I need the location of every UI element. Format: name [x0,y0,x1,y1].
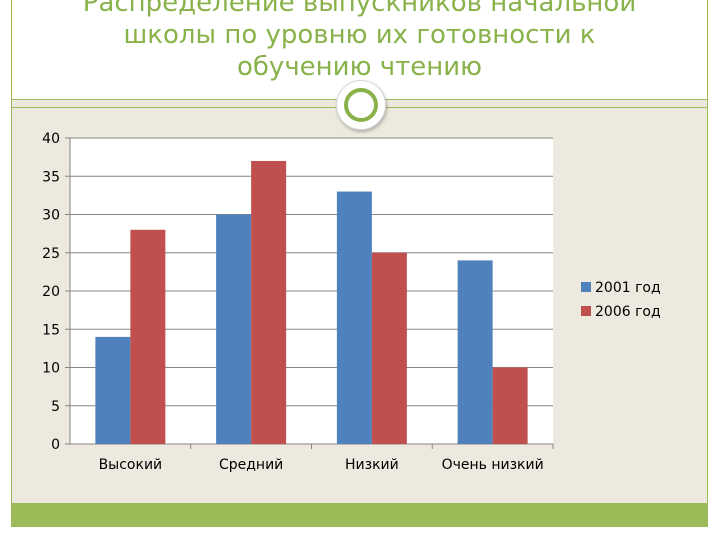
x-category-label: Средний [219,457,283,473]
circle-ornament-icon [336,80,386,130]
slide-title: Распределение выпускников начальной школ… [82,0,637,82]
title-area: Распределение выпускников начальной школ… [11,0,708,100]
bar-2001-год-0 [95,336,131,444]
bar-2006-год-2 [371,252,407,444]
y-tick-label: 0 [51,437,60,453]
bar-2001-год-1 [216,214,252,444]
x-category-label: Низкий [345,457,399,473]
y-tick-label: 20 [42,284,60,300]
legend-swatch [581,306,591,316]
bar-2006-год-3 [492,367,528,444]
legend-label: 2001 год [595,280,661,296]
y-tick-label: 25 [42,246,60,262]
y-tick-label: 10 [42,361,60,377]
bar-2006-год-1 [251,160,287,444]
x-category-label: Очень низкий [442,457,544,473]
y-tick-label: 5 [51,399,60,415]
legend-swatch [581,282,591,292]
bottom-accent-bar [11,503,708,527]
bar-2006-год-0 [130,229,166,444]
x-category-label: Высокий [99,457,163,473]
y-tick-label: 35 [42,169,60,185]
bar-2001-год-3 [457,260,493,444]
bar-2001-год-2 [336,191,372,444]
y-tick-label: 30 [42,208,60,224]
legend-label: 2006 год [595,304,661,320]
y-tick-label: 15 [42,322,60,338]
y-tick-label: 40 [42,131,60,147]
